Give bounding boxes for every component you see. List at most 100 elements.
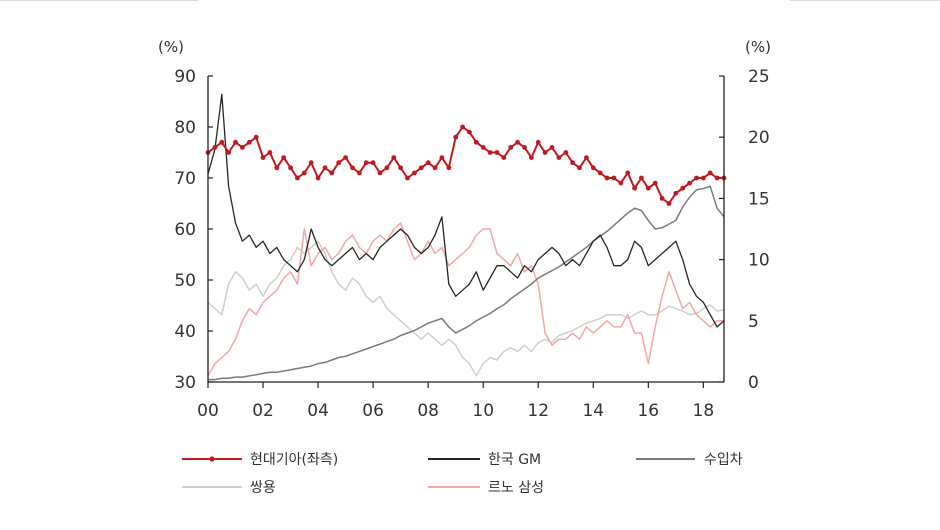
series-point [405,175,410,181]
series-point [652,180,658,186]
x-tick-label: 08 [417,401,439,421]
series-point [391,155,397,161]
left-tick-label: 80 [174,118,196,138]
x-tick-label: 06 [362,401,384,421]
top-rule-left [0,0,198,1]
right-axis-ticks: 25 20 15 10 5 0 [719,67,770,393]
series-point [253,134,259,140]
series-point [453,134,459,140]
legend-label: 르노 삼성 [488,480,544,496]
x-tick-label: 16 [637,401,659,421]
series-point [295,175,300,181]
x-tick-label: 10 [472,401,494,421]
series-point [590,165,596,171]
left-tick-label: 60 [174,220,196,240]
series-point [460,124,465,130]
series-point [673,190,679,196]
series-point [301,170,307,176]
series-point [694,175,699,181]
top-rule-right [790,0,940,1]
series-point [687,180,692,186]
legend-label: 수입차 [704,452,743,468]
series-point [219,139,225,145]
series-point [322,165,328,171]
series-point [439,155,445,161]
series-point [357,170,362,176]
series-point [618,180,624,186]
legend-label: 쌍용 [250,480,276,496]
series-point [597,170,603,176]
x-tick-label: 14 [582,401,604,421]
x-tick-label: 02 [252,401,274,421]
series-point [577,165,582,171]
right-tick-label: 20 [748,128,770,148]
series-point [432,165,438,171]
series-point [515,139,520,145]
series-point [659,196,665,201]
series-point [501,155,507,161]
series-point [315,175,321,181]
series-point [343,155,348,161]
series-point [556,155,562,161]
series-point [549,145,555,150]
series-point [632,185,637,191]
series-point [274,165,280,171]
series-point [473,139,479,145]
series-lines [205,93,727,381]
left-tick-label: 70 [174,169,196,189]
x-tick-label: 04 [307,401,329,421]
series-point [240,145,245,150]
series-point [288,165,293,171]
series-point [494,150,500,155]
x-tick-label: 12 [527,401,549,421]
series-point [611,175,617,181]
series-point [336,160,342,166]
series-point [487,150,493,155]
axes [207,76,725,383]
series-point [446,165,452,171]
x-axis-ticks: 00 02 04 06 08 10 12 14 16 18 [197,382,714,421]
series-point [570,160,575,166]
left-tick-label: 50 [174,271,196,291]
series-line-3 [207,240,725,377]
right-tick-label: 25 [748,67,770,87]
series-point [233,139,238,145]
series-point [226,150,232,155]
series-point [714,175,720,181]
right-axis-unit-label: (%) [745,38,771,56]
left-tick-label: 40 [174,322,196,342]
series-point [625,170,631,176]
series-point [329,170,335,176]
right-tick-label: 15 [748,189,770,209]
series-point [522,145,527,150]
series-point [418,165,424,171]
series-line-1 [207,93,725,328]
right-tick-label: 10 [748,251,770,271]
series-line-0 [207,126,724,205]
series-point [398,165,403,171]
series-point [212,145,218,150]
series-point [535,139,541,145]
series-point [384,165,390,171]
left-tick-label: 90 [174,67,196,87]
x-tick-label: 18 [693,401,715,421]
legend-marker [209,456,215,462]
series-point [604,175,610,181]
right-tick-label: 5 [748,312,759,332]
series-point [529,155,534,161]
series-line-4 [207,222,724,377]
series-point [563,150,569,155]
legend-label: 한국 GM [488,452,541,468]
series-point [377,170,383,176]
series-point [701,175,706,181]
right-tick-label: 0 [748,373,759,393]
series-point [425,160,431,166]
series-point [467,129,472,135]
series-point [412,170,417,176]
series-point [639,175,644,181]
x-tick-label: 00 [197,401,219,421]
series-point [363,160,369,166]
